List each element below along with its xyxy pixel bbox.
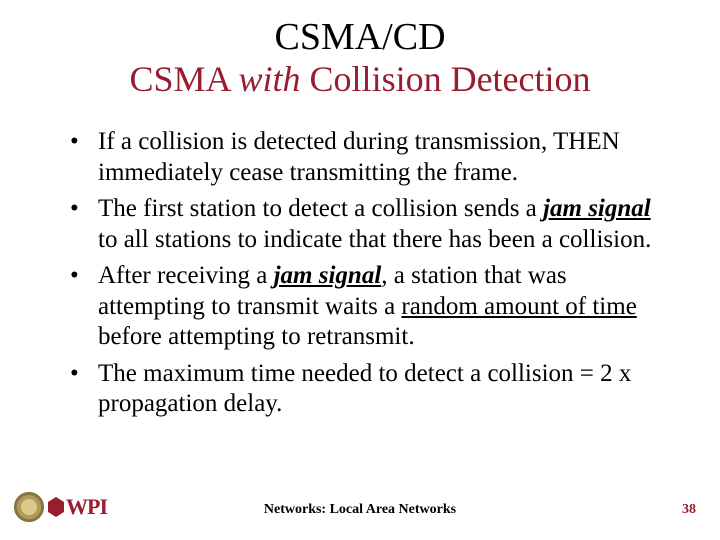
bullet-text: to all stations to indicate that there h…: [98, 226, 651, 253]
footer-title: Networks: Local Area Networks: [264, 502, 456, 518]
subtitle-italic: with: [239, 59, 301, 99]
bullet-text: After receiving a: [98, 262, 274, 289]
slide-footer: WPI Networks: Local Area Networks 38: [0, 490, 720, 522]
page-number: 38: [682, 502, 696, 518]
bullet-text: The first station to detect a collision …: [98, 195, 543, 222]
bullet-item: The maximum time needed to detect a coll…: [98, 359, 660, 420]
wpi-wordmark: WPI: [48, 494, 107, 520]
bullet-list: If a collision is detected during transm…: [40, 127, 680, 420]
bullet-emphasis: jam signal: [543, 195, 651, 222]
slide-title: CSMA/CD: [40, 18, 680, 58]
bullet-text: before attempting to retransmit.: [98, 323, 415, 350]
wpi-head-icon: [48, 497, 64, 517]
slide-subtitle: CSMA with Collision Detection: [40, 60, 680, 100]
bullet-emphasis: jam signal: [274, 262, 382, 289]
bullet-underline: random amount of time: [401, 293, 636, 320]
bullet-item: If a collision is detected during transm…: [98, 127, 660, 188]
wpi-text: WPI: [66, 494, 107, 520]
bullet-item: After receiving a jam signal, a station …: [98, 261, 660, 353]
wpi-logo: WPI: [14, 492, 107, 522]
subtitle-prefix: CSMA: [129, 59, 238, 99]
wpi-seal-icon: [14, 492, 44, 522]
bullet-item: The first station to detect a collision …: [98, 194, 660, 255]
subtitle-suffix: Collision Detection: [301, 59, 591, 99]
slide: CSMA/CD CSMA with Collision Detection If…: [0, 0, 720, 540]
